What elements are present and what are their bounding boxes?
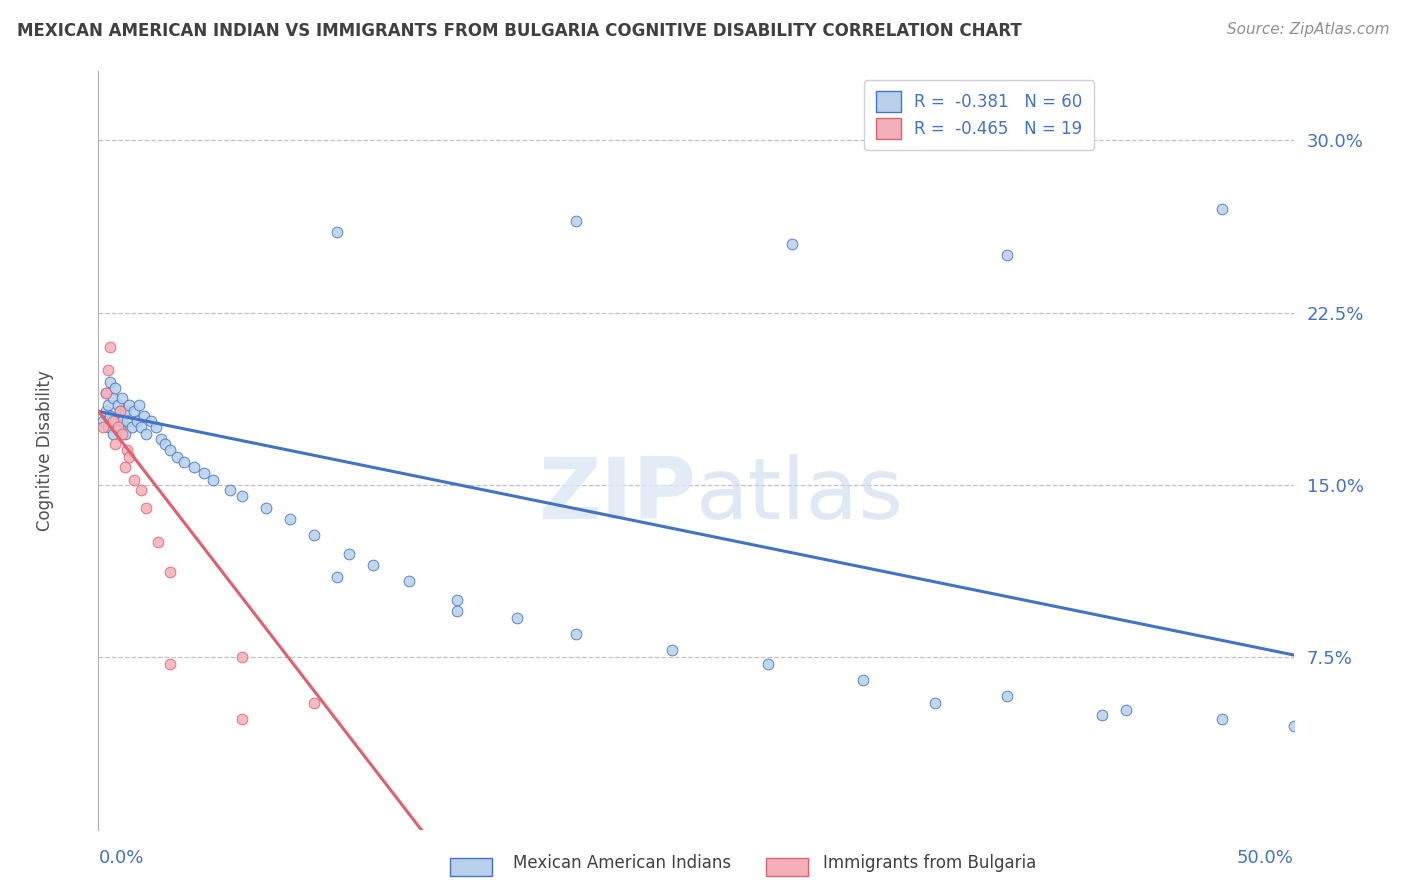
Point — [159, 443, 181, 458]
Point — [111, 427, 134, 442]
Point — [148, 535, 170, 549]
Point — [254, 500, 277, 515]
Text: ZIP: ZIP — [538, 454, 696, 538]
Point — [193, 467, 215, 481]
Point — [101, 427, 124, 442]
Point — [94, 404, 117, 418]
Point — [202, 473, 225, 487]
Point — [118, 450, 141, 465]
Point — [97, 363, 120, 377]
Point — [107, 397, 129, 411]
Text: Mexican American Indians: Mexican American Indians — [513, 855, 731, 872]
Point — [661, 643, 683, 657]
Point — [135, 500, 157, 515]
Point — [114, 459, 136, 474]
Point — [131, 483, 153, 497]
Point — [159, 566, 181, 580]
Point — [108, 404, 131, 418]
Point — [132, 409, 155, 423]
Point — [1115, 703, 1137, 717]
Point — [302, 528, 325, 542]
Point — [173, 455, 195, 469]
Point — [91, 414, 114, 428]
Text: MEXICAN AMERICAN INDIAN VS IMMIGRANTS FROM BULGARIA COGNITIVE DISABILITY CORRELA: MEXICAN AMERICAN INDIAN VS IMMIGRANTS FR… — [17, 22, 1022, 40]
Point — [565, 627, 588, 641]
Point — [183, 459, 205, 474]
Point — [565, 213, 588, 227]
Text: Source: ZipAtlas.com: Source: ZipAtlas.com — [1226, 22, 1389, 37]
Point — [155, 436, 177, 450]
Point — [104, 414, 127, 428]
Point — [98, 340, 122, 354]
Point — [302, 696, 325, 710]
Text: 50.0%: 50.0% — [1237, 848, 1294, 866]
Point — [98, 375, 122, 389]
Point — [995, 690, 1018, 704]
Point — [128, 397, 150, 411]
Text: atlas: atlas — [696, 454, 904, 538]
Point — [278, 512, 301, 526]
Point — [97, 420, 120, 434]
Point — [94, 386, 117, 401]
Point — [446, 604, 468, 618]
Point — [446, 592, 468, 607]
Point — [1211, 712, 1233, 726]
Point — [326, 225, 349, 239]
Point — [114, 404, 136, 418]
Point — [145, 420, 167, 434]
Point — [104, 436, 127, 450]
Point — [231, 712, 253, 726]
Point — [131, 420, 153, 434]
Point — [124, 473, 146, 487]
Point — [780, 236, 803, 251]
Point — [107, 420, 129, 434]
Point — [121, 420, 143, 434]
Point — [91, 420, 114, 434]
Point — [166, 450, 188, 465]
Point — [111, 414, 134, 428]
Point — [115, 414, 138, 428]
Point — [231, 490, 253, 504]
Point — [115, 443, 138, 458]
Point — [995, 248, 1018, 262]
Point — [1211, 202, 1233, 217]
Text: Immigrants from Bulgaria: Immigrants from Bulgaria — [823, 855, 1036, 872]
Point — [756, 657, 779, 672]
Point — [924, 696, 946, 710]
Point — [339, 547, 361, 561]
Point — [124, 404, 146, 418]
Point — [111, 391, 134, 405]
Point — [135, 427, 157, 442]
Point — [852, 673, 875, 688]
Point — [398, 574, 420, 589]
Point — [108, 404, 131, 418]
Text: 0.0%: 0.0% — [98, 848, 143, 866]
Point — [94, 386, 117, 401]
Point — [506, 611, 529, 625]
Point — [139, 414, 162, 428]
Point — [101, 391, 124, 405]
Point — [107, 420, 129, 434]
Point — [108, 420, 131, 434]
Point — [1282, 719, 1305, 733]
Point — [97, 397, 120, 411]
Point — [231, 650, 253, 665]
Point — [363, 558, 385, 573]
Point — [114, 427, 136, 442]
Point — [104, 381, 127, 395]
Text: Cognitive Disability: Cognitive Disability — [35, 370, 53, 531]
Point — [159, 657, 181, 672]
Point — [149, 432, 172, 446]
Point — [326, 570, 349, 584]
Point — [125, 414, 148, 428]
Point — [219, 483, 242, 497]
Point — [98, 409, 122, 423]
Point — [1091, 707, 1114, 722]
Point — [101, 414, 124, 428]
Legend: R =  -0.381   N = 60, R =  -0.465   N = 19: R = -0.381 N = 60, R = -0.465 N = 19 — [865, 79, 1094, 151]
Point — [118, 397, 141, 411]
